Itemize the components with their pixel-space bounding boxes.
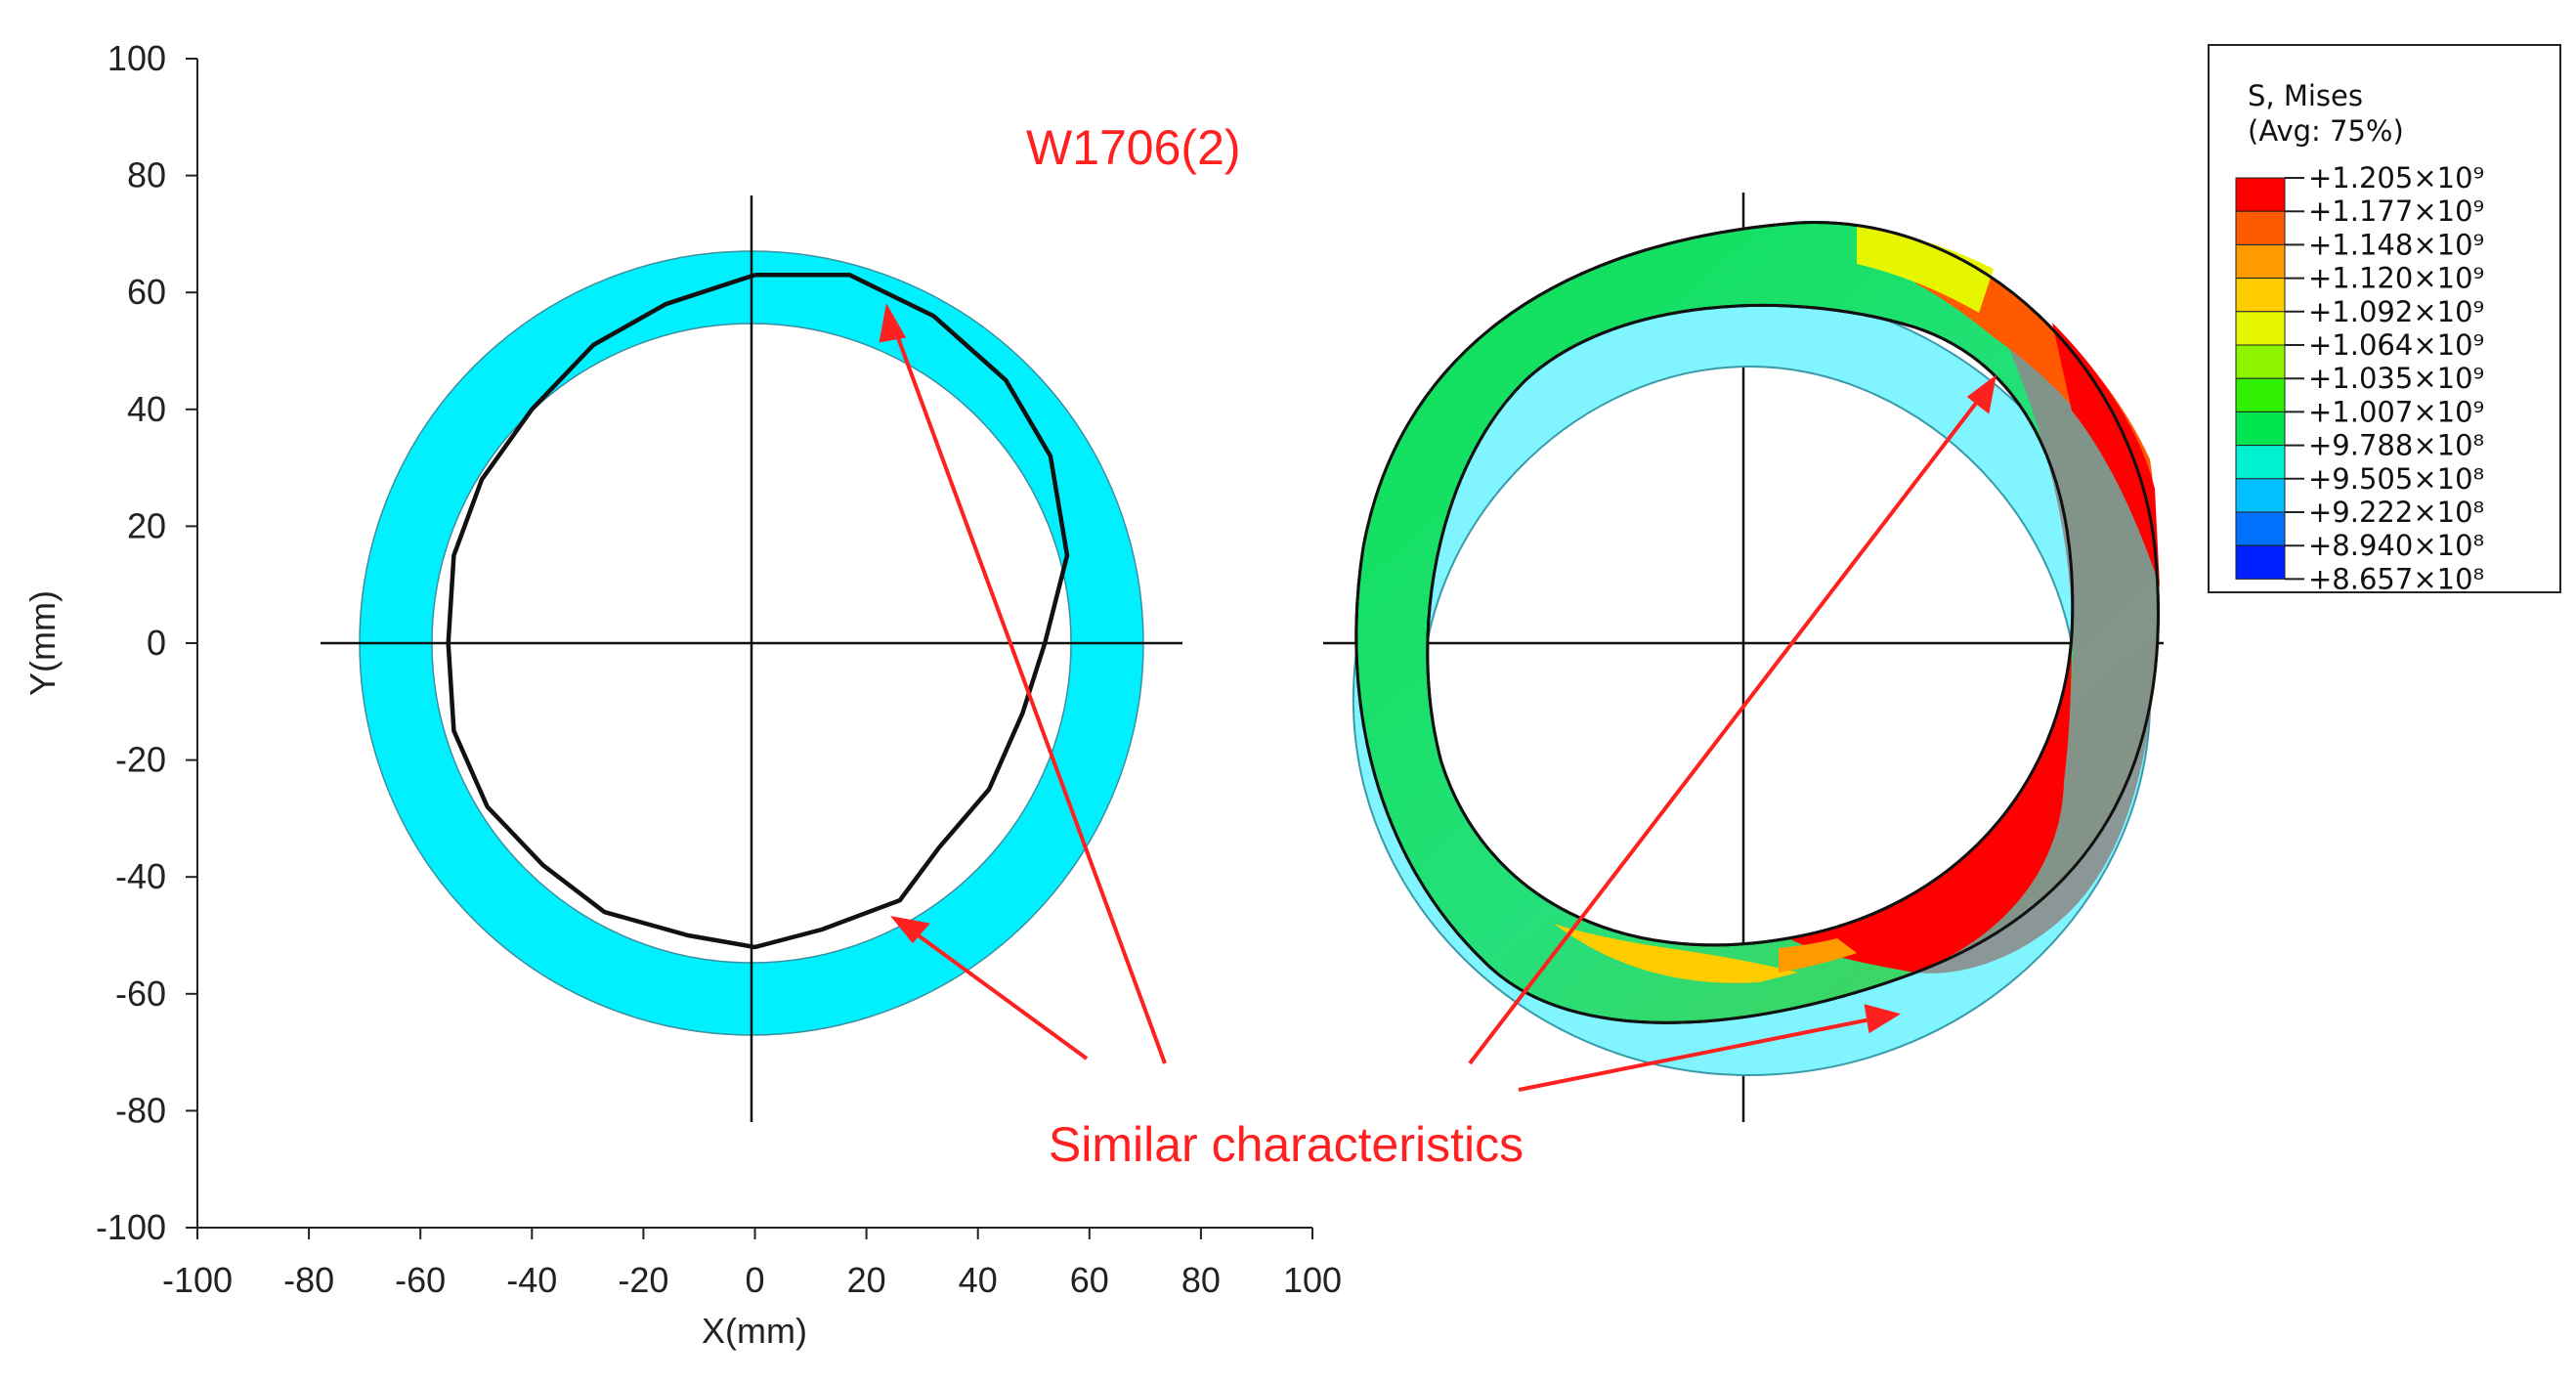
y-axis-label: Y(mm) [22, 590, 63, 696]
fem-deformed-ring [1323, 193, 2164, 1122]
legend-swatch [2235, 210, 2286, 245]
x-tick-label: 80 [1181, 1260, 1221, 1300]
legend-level-label: +1.205×10⁹ [2308, 161, 2484, 195]
legend-subtitle: (Avg: 75%) [2248, 114, 2404, 148]
x-tick-label: -60 [395, 1260, 446, 1300]
legend-level-label: +1.035×10⁹ [2308, 362, 2484, 395]
arrow-head-right-bottom [1864, 1004, 1902, 1034]
legend-swatches [2235, 177, 2286, 580]
y-tick-label: -40 [115, 856, 166, 896]
legend-level-label: +8.657×10⁸ [2308, 562, 2484, 595]
fem-bottom-stress-arc [1554, 924, 1798, 983]
x-tick-label: -100 [162, 1260, 233, 1300]
annotation-arrows [879, 303, 1996, 1092]
x-tick-label: -40 [506, 1260, 557, 1300]
deformed-profile-line [446, 273, 1070, 950]
legend-swatch [2235, 544, 2286, 580]
fem-outer-outline [1354, 221, 2160, 1024]
arrow-head-right-top [1966, 374, 1996, 414]
legend-swatch [2235, 377, 2286, 412]
mises-legend: S, Mises (Avg: 75%) +1.205×10⁹+1.177×10⁹… [2208, 44, 2561, 595]
legend-level-label: +1.120×10⁹ [2308, 262, 2484, 295]
y-tick-label: -100 [96, 1207, 166, 1247]
legend-swatch [2235, 278, 2286, 313]
x-tick-label: 40 [959, 1260, 998, 1300]
legend-level-label: +9.788×10⁸ [2308, 429, 2484, 462]
legend-swatch [2235, 511, 2286, 546]
y-tick-label: -80 [115, 1090, 166, 1130]
arrow-head-left-top [879, 303, 907, 343]
y-tick-label: 20 [127, 505, 166, 545]
legend-level-label: +9.505×10⁸ [2308, 462, 2484, 496]
y-ticks: -100 -80 -60 -40 -20 0 20 40 60 80 100 [96, 38, 197, 1247]
y-tick-label: -60 [115, 974, 166, 1014]
x-tick-label: 0 [745, 1260, 764, 1300]
legend-swatch [2235, 445, 2286, 480]
x-axis-label: X(mm) [702, 1311, 807, 1351]
x-tick-label: 20 [847, 1260, 886, 1300]
fem-high-stress-band [1788, 635, 2072, 973]
arrow-head-left-bottom [889, 916, 930, 944]
x-tick-label: 100 [1283, 1260, 1342, 1300]
legend-level-label: +1.092×10⁹ [2308, 295, 2484, 328]
legend-labels: +1.205×10⁹+1.177×10⁹+1.148×10⁹+1.120×10⁹… [2285, 161, 2484, 595]
legend-swatch [2235, 478, 2286, 513]
fem-top-right-stress [1915, 239, 2155, 547]
legend-swatch [2235, 177, 2286, 212]
arrow-right-bottom [1518, 1016, 1881, 1092]
legend-level-label: +1.064×10⁹ [2308, 328, 2484, 362]
y-tick-label: 100 [107, 38, 166, 78]
y-tick-label: 60 [127, 272, 166, 312]
legend-level-label: +1.177×10⁹ [2308, 195, 2484, 228]
fem-top-yellow [1857, 227, 1994, 313]
y-tick-label: 40 [127, 389, 166, 429]
arrow-left-bottom [907, 927, 1089, 1060]
x-tick-label: -80 [283, 1260, 334, 1300]
specimen-label: W1706(2) [1026, 120, 1241, 175]
arrow-left-top [891, 324, 1167, 1064]
y-tick-label: 80 [127, 155, 166, 195]
fem-inner-outline [1426, 303, 2075, 947]
legend-swatch [2235, 243, 2286, 280]
legend-swatch [2235, 311, 2286, 346]
legend-level-label: +9.222×10⁸ [2308, 496, 2484, 529]
x-ticks: -100 -80 -60 -40 -20 0 20 40 60 80 100 [162, 1228, 1342, 1300]
fem-top-right-red [2052, 323, 2160, 586]
x-tick-label: 60 [1070, 1260, 1109, 1300]
legend-level-label: +1.148×10⁹ [2308, 228, 2484, 261]
fem-bottom-orange [1779, 938, 1857, 973]
y-tick-label: -20 [115, 740, 166, 780]
x-tick-label: -20 [618, 1260, 668, 1300]
legend-swatch [2235, 411, 2286, 447]
legend-level-label: +1.007×10⁹ [2308, 395, 2484, 428]
similar-characteristics-label: Similar characteristics [1049, 1117, 1524, 1172]
legend-level-label: +8.940×10⁸ [2308, 529, 2484, 562]
left-axes: -100 -80 -60 -40 -20 0 20 40 60 80 100 -100-80-60-… [22, 38, 1342, 1351]
legend-title: S, Mises [2248, 79, 2363, 112]
legend-swatch [2235, 344, 2286, 379]
y-tick-label: 0 [147, 623, 166, 663]
fem-shadow-band [1915, 293, 2158, 974]
arrow-right-top [1468, 391, 1986, 1065]
